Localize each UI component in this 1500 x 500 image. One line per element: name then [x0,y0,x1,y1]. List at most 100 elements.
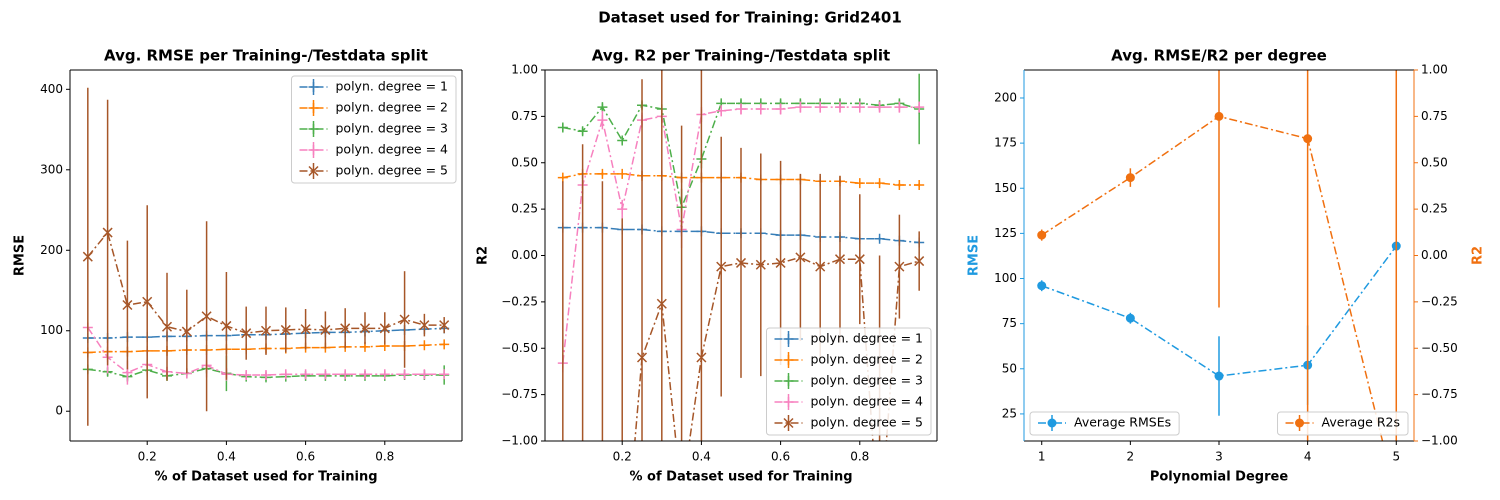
data-point [1125,313,1135,323]
data-point [1037,230,1047,240]
y-tick-label: 0.50 [511,155,538,169]
data-point [300,369,311,380]
legend-label: polyn. degree = 3 [811,373,924,388]
data-point [716,261,727,272]
y-axis-label: RMSE [13,235,28,276]
y-axis-label: R2 [476,246,491,265]
data-point [82,251,93,262]
data-point [617,204,628,215]
data-point [439,339,450,350]
y2-tick-label: 0.00 [1421,248,1448,262]
data-point [597,102,608,113]
data-point [201,311,212,322]
data-point [280,324,291,335]
y-tick-label: 0.25 [511,202,538,216]
data-point [775,257,786,268]
plot-area [557,70,925,441]
data-point [142,296,153,307]
data-point [439,369,450,380]
data-point [359,323,371,334]
data-point [815,102,826,113]
data-point [161,321,173,332]
legend-label: polyn. degree = 4 [811,394,924,409]
data-point [241,328,252,339]
legend-marker [783,355,794,365]
data-point [340,323,351,334]
data-point [1125,173,1135,183]
legend-marker [308,124,319,134]
x-tick-label: 0.6 [771,450,790,464]
legend-marker [308,82,319,92]
legend-item: polyn. degree = 1 [299,79,448,95]
data-point [834,254,846,265]
data-point [419,369,430,380]
legend-marker [1295,418,1305,428]
x-tick-label: 3 [1215,450,1223,464]
y2-tick-label: 0.75 [1421,109,1448,123]
legend-marker [783,417,794,429]
data-point [557,122,568,133]
data-point [874,233,885,244]
legend-box [1277,411,1409,436]
x-tick-label: 0.4 [692,450,711,464]
legend-item: polyn. degree = 3 [774,373,924,389]
legend-label: polyn. degree = 4 [336,142,449,157]
data-point [340,369,351,380]
x-tick-label: 0.8 [375,450,394,464]
legend-item: polyn. degree = 3 [299,121,448,137]
legend-label: polyn. degree = 1 [811,331,924,346]
figure-title: Dataset used for Training: Grid2401 [598,9,902,27]
data-point [894,180,905,191]
legend-box [1029,411,1180,436]
data-point [854,254,865,265]
data-point [260,325,272,336]
legend-item: polyn. degree = 2 [299,100,448,116]
y2-tick-label: 1.00 [1421,63,1448,77]
legend-label: Average RMSEs [1074,415,1171,430]
legend-item: polyn. degree = 4 [774,394,924,410]
data-point [122,299,133,311]
data-point [795,102,806,113]
y-tick-label: 175 [994,136,1017,150]
data-point [379,369,390,380]
data-point [1037,281,1047,291]
data-point [102,227,113,238]
data-point [300,324,311,335]
data-point [320,369,331,380]
y-tick-label: 0 [55,404,63,418]
x-tick-label: 2 [1127,450,1135,464]
legend: polyn. degree = 1 polyn. degree = 2 polyn.… [291,75,457,184]
data-point [221,320,232,331]
y-tick-label: 200 [40,243,63,257]
y-tick-label: 150 [994,181,1017,195]
y-tick-label: 25 [1002,406,1017,420]
data-point [696,352,707,363]
legend-marker [308,145,319,155]
x-tick-label: 5 [1392,450,1400,464]
legend-marker [1047,418,1057,428]
data-point [439,320,450,331]
legend-item: Average R2s [1285,415,1400,431]
legend-item: polyn. degree = 5 [774,415,923,431]
data-point [914,180,925,191]
data-point [736,103,746,114]
y-axis-label: RMSE [967,235,982,276]
data-point [755,103,766,114]
data-point [874,102,885,113]
y2-tick-label: 0.50 [1421,155,1448,169]
y-tick-label: −1.00 [501,434,538,448]
data-point [597,168,608,179]
legend-box [291,75,457,184]
data-point [241,370,252,381]
x-tick-label: 0.2 [138,450,157,464]
legend: polyn. degree = 1 polyn. degree = 2 polyn.… [766,327,932,436]
data-point [1392,492,1401,500]
x-tick-label: 1 [1038,450,1046,464]
x-tick-label: 0.4 [217,450,236,464]
data-point [854,178,865,189]
legend-marker [783,397,794,407]
data-point [1214,371,1224,381]
plot-area [82,87,450,426]
legend-box [766,327,932,436]
